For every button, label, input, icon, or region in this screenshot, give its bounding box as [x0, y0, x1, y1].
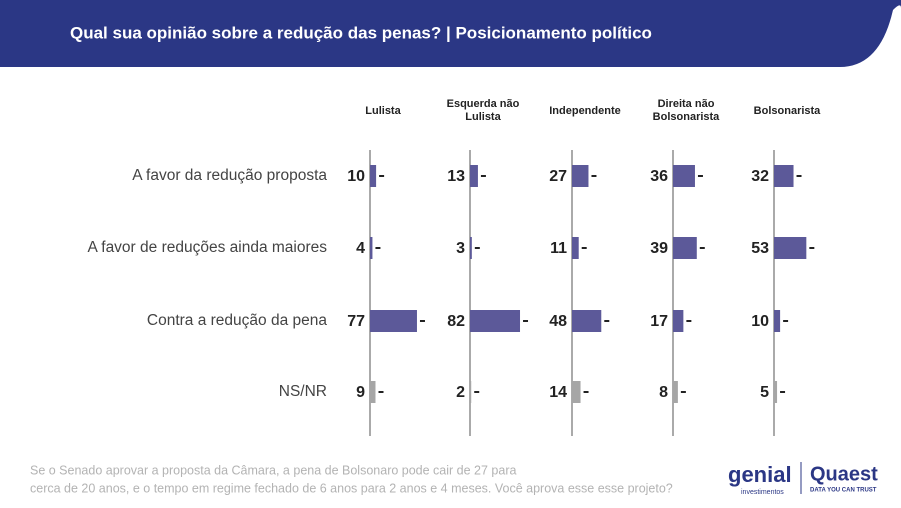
value-label: 5 [760, 384, 769, 401]
value-label: 14 [549, 384, 567, 401]
value-label: 82 [447, 313, 465, 330]
chart-title: Qual sua opinião sobre a redução das pen… [70, 23, 652, 42]
column-header: Independente [549, 105, 621, 117]
row-label: Contra a redução da pena [147, 312, 327, 329]
logo-quaest: Quaest [810, 463, 878, 485]
logo-quaest-sub: DATA YOU CAN TRUST [810, 488, 877, 494]
value-label: 10 [347, 168, 365, 185]
bar [470, 310, 521, 332]
bar [673, 381, 678, 403]
row-label: A favor de reduções ainda maiores [87, 239, 327, 256]
value-label: 8 [659, 384, 668, 401]
value-label: 53 [751, 240, 769, 257]
value-label: 48 [549, 313, 567, 330]
bar [470, 381, 472, 403]
bar [470, 237, 472, 259]
bar [774, 310, 781, 332]
bar [370, 310, 417, 332]
column-header: Bolsonarista [754, 105, 822, 117]
row-label: A favor da redução proposta [132, 167, 327, 184]
bar [673, 237, 697, 259]
note-line: cerca de 20 anos, e o tempo em regime fe… [30, 481, 673, 495]
bar [774, 237, 807, 259]
value-label: 9 [356, 384, 365, 401]
value-label: 10 [751, 313, 769, 330]
bar [370, 237, 373, 259]
value-label: 3 [456, 240, 465, 257]
value-label: 36 [650, 168, 668, 185]
value-label: 27 [549, 168, 567, 185]
bar [370, 165, 377, 187]
bar [673, 310, 684, 332]
value-label: 4 [356, 240, 365, 257]
bar [572, 310, 602, 332]
bar [673, 165, 695, 187]
value-label: 17 [650, 313, 668, 330]
value-label: 13 [447, 168, 465, 185]
value-label: 2 [456, 384, 465, 401]
row-label: NS/NR [279, 383, 327, 400]
bar [470, 165, 478, 187]
column-header: Esquerda não Lulista [447, 98, 520, 123]
bar [774, 381, 778, 403]
value-label: 11 [550, 240, 567, 257]
logo-genial-sub: investimentos [741, 489, 784, 496]
bar [572, 165, 589, 187]
bar [370, 381, 376, 403]
bar [774, 165, 794, 187]
value-label: 77 [347, 313, 365, 330]
bar [572, 237, 579, 259]
value-label: 32 [751, 168, 769, 185]
column-header: Lulista [365, 105, 401, 117]
logo-genial: genial [728, 462, 792, 487]
bar [572, 381, 581, 403]
value-label: 39 [650, 240, 668, 257]
column-header: Direita não Bolsonarista [653, 98, 721, 123]
note-line: Se o Senado aprovar a proposta da Câmara… [30, 463, 516, 477]
header-band [0, 0, 901, 67]
